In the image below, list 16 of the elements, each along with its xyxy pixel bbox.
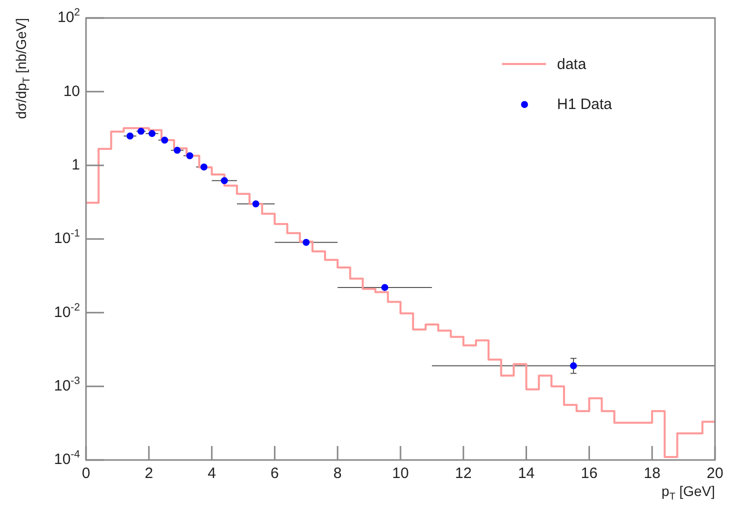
x-tick-label: 8 <box>333 465 342 482</box>
x-tick-label: 2 <box>144 465 154 482</box>
y-axis-title: dσ/dpT [nb/GeV] <box>12 18 33 120</box>
x-tick-label: 6 <box>270 465 279 482</box>
y-tick-label: 1 <box>72 156 80 174</box>
legend-label: data <box>557 56 586 72</box>
y-tick-label: 10 <box>63 82 80 100</box>
x-tick-label: 18 <box>644 465 660 482</box>
x-tick-label: 16 <box>580 465 598 482</box>
x-tick-label: 4 <box>208 465 216 482</box>
x-tick-label: 14 <box>518 465 535 482</box>
x-tick-label: 20 <box>706 465 724 482</box>
x-tick-label: 0 <box>82 465 90 482</box>
x-tick-label: 10 <box>392 465 409 482</box>
legend-label: H1 Data <box>557 96 612 112</box>
x-tick-label: 12 <box>455 465 472 482</box>
